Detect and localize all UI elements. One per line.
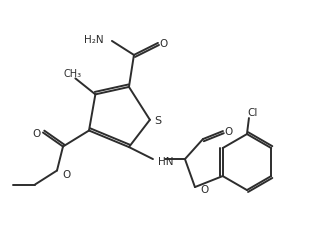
Text: O: O <box>200 184 208 194</box>
Text: S: S <box>154 115 161 125</box>
Text: H₂N: H₂N <box>84 35 104 45</box>
Text: O: O <box>225 126 233 136</box>
Text: CH₃: CH₃ <box>63 69 81 79</box>
Text: Cl: Cl <box>248 108 258 117</box>
Text: O: O <box>160 39 168 49</box>
Text: O: O <box>62 169 70 179</box>
Text: HN: HN <box>158 156 173 166</box>
Text: O: O <box>33 128 41 138</box>
